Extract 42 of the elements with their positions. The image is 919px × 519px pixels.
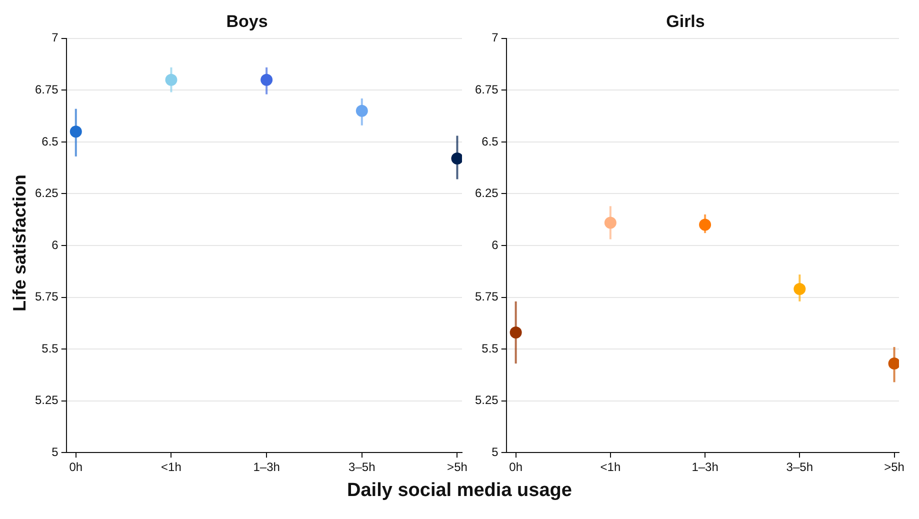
x-tick-label: 1–3h [253,460,280,474]
x-tick-label: 3–5h [348,460,376,474]
y-tick-label: 6.25 [474,186,499,200]
y-tick-label: 5 [52,444,59,459]
y-axis-title: Life satisfaction [10,174,30,312]
x-tick-label: >5h [884,460,904,474]
y-tick-label: 5.25 [474,393,499,408]
point [165,74,178,86]
y-tick-label: 5.25 [34,393,59,408]
point [888,358,899,370]
y-tick-label: 5.75 [34,290,59,304]
y-tick-label: 6.25 [34,186,59,200]
y-tick-label: 7 [52,30,59,45]
y-tick-label: 5.75 [474,290,499,304]
point [70,126,82,138]
x-tick-label: 3–5h [786,460,814,474]
x-tick-label: 1–3h [692,460,718,474]
y-tick-label: 6 [492,238,499,252]
point [356,104,368,117]
point [604,216,616,229]
x-tick-label: <1h [600,460,621,474]
y-tick-label: 6.75 [34,82,59,96]
y-tick-label: 6.5 [482,134,499,148]
point [510,326,522,338]
x-tick-label: 0h [69,460,83,474]
point [260,74,273,86]
y-tick-label: 5 [492,444,499,459]
x-tick-label: <1h [161,460,182,474]
y-tick-label: 6 [52,238,59,252]
y-tick-label: 5.5 [42,341,59,356]
x-tick-label: >5h [447,460,468,474]
x-axis-title: Daily social media usage [346,480,573,502]
x-tick-label: 0h [509,460,522,474]
point [794,282,806,295]
y-tick-label: 5.5 [482,341,499,356]
point [451,152,462,165]
y-tick-label: 6.5 [42,134,59,148]
y-tick-label: 7 [492,30,499,45]
y-tick-label: 6.75 [474,82,499,96]
chart-title: Boys [226,12,268,31]
chart-title: Girls [666,12,705,31]
point [699,218,712,231]
